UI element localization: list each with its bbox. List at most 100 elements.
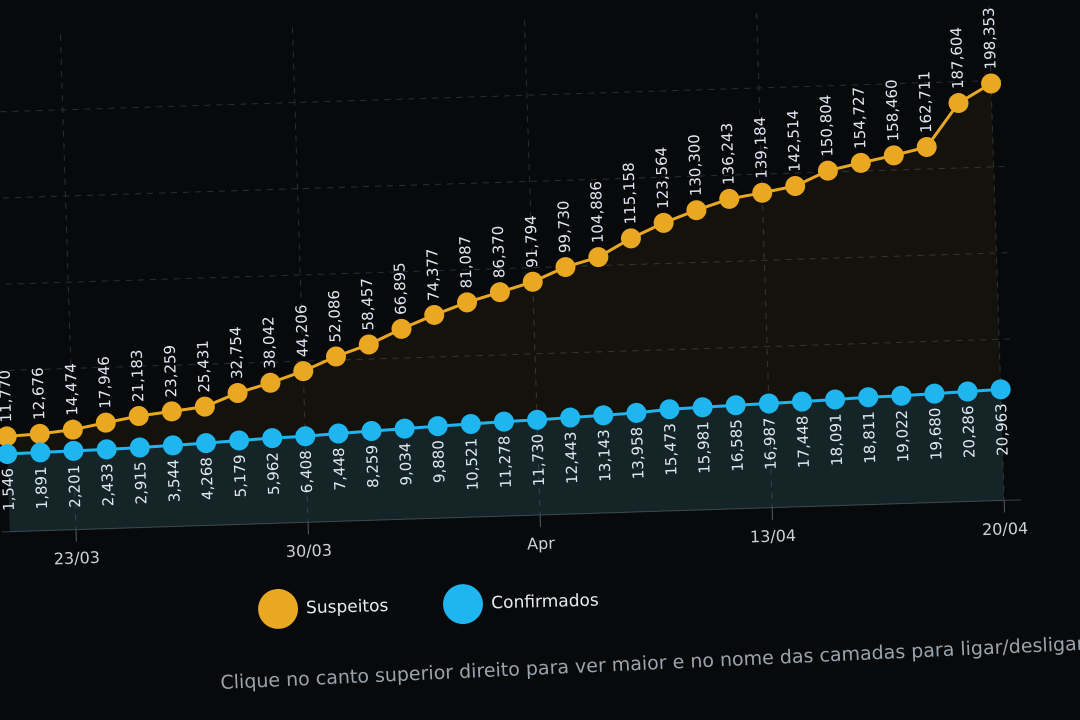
data-point[interactable] [916,137,937,158]
data-point[interactable] [161,401,183,422]
data-label: 5,962 [264,452,283,495]
data-point[interactable] [391,318,412,340]
data-point[interactable] [883,145,904,166]
data-point[interactable] [522,271,543,292]
data-point[interactable] [227,382,248,404]
data-label: 19,680 [926,407,946,460]
data-point[interactable] [195,433,217,454]
data-point[interactable] [262,428,283,449]
data-point[interactable] [29,423,50,445]
data-point[interactable] [825,389,846,410]
data-point[interactable] [328,423,349,444]
data-point[interactable] [229,430,250,451]
data-point[interactable] [555,257,576,278]
data-label: 13,143 [595,429,615,482]
data-point[interactable] [659,399,680,420]
grid-line-v [524,20,541,516]
data-label: 142,514 [784,110,804,173]
data-label: 16,987 [760,417,780,470]
data-point[interactable] [620,228,642,249]
data-point[interactable] [493,411,515,432]
data-label: 66,895 [390,262,410,315]
data-point[interactable] [457,292,478,313]
data-point[interactable] [129,437,150,458]
data-label: 115,158 [620,162,640,225]
data-point[interactable] [128,406,149,427]
data-point[interactable] [653,212,674,234]
data-label: 3,544 [164,459,183,502]
data-point[interactable] [424,304,445,326]
data-point[interactable] [858,387,879,408]
data-point[interactable] [358,334,379,355]
data-point[interactable] [460,414,482,435]
data-label: 9,034 [396,442,415,485]
data-label: 150,804 [817,94,837,157]
legend-item-suspeitos[interactable]: Suspeitos [257,586,389,630]
data-label: 20,286 [959,405,979,458]
data-point[interactable] [990,379,1011,400]
data-point[interactable] [785,176,806,197]
data-point[interactable] [626,402,647,424]
data-point[interactable] [948,93,969,114]
data-point[interactable] [791,391,813,412]
x-axis [1,499,1022,533]
data-point[interactable] [686,200,707,221]
data-point[interactable] [692,397,713,418]
data-point[interactable] [95,412,116,433]
data-point[interactable] [588,247,609,268]
data-point[interactable] [752,182,773,203]
data-label: 198,353 [980,7,1000,70]
data-label: 23,259 [161,345,181,398]
data-point[interactable] [0,426,17,447]
data-point[interactable] [0,444,18,465]
data-label: 6,408 [297,450,316,493]
data-point[interactable] [560,407,581,428]
data-point[interactable] [295,426,316,447]
data-point[interactable] [891,385,912,406]
data-point[interactable] [394,418,415,439]
data-point[interactable] [293,361,314,382]
data-label: 15,981 [694,421,714,474]
data-label: 1,891 [32,466,51,509]
data-point[interactable] [62,419,84,440]
data-label: 7,448 [330,447,349,490]
data-point[interactable] [63,440,84,462]
data-point[interactable] [593,405,614,426]
plot-area: 23/03 30/03 Apr 13/04 20/04 11,770 12,676 14,47… [0,5,1029,568]
data-point[interactable] [162,435,184,456]
data-point[interactable] [527,409,548,431]
data-point[interactable] [489,282,511,303]
data-label: 44,206 [292,304,312,357]
x-tick-label: 23/03 [54,548,101,568]
data-point[interactable] [850,152,872,174]
data-label: 86,370 [489,225,509,278]
data-label: 11,730 [529,434,549,487]
data-point[interactable] [427,416,448,437]
data-point[interactable] [194,396,216,417]
data-point[interactable] [30,442,51,463]
data-point[interactable] [758,393,780,414]
x-tick-label: 20/04 [982,519,1029,539]
data-point[interactable] [981,73,1002,94]
legend-item-confirmados[interactable]: Confirmados [442,581,599,625]
data-point[interactable] [957,381,978,402]
data-label: 139,184 [751,117,771,180]
data-point[interactable] [361,421,382,442]
data-point[interactable] [725,395,746,416]
data-label: 38,042 [259,316,279,369]
data-point[interactable] [719,188,740,210]
grid-line-h [0,79,1008,113]
data-label: 104,886 [587,181,607,244]
data-point[interactable] [326,346,347,367]
data-point[interactable] [924,383,945,404]
data-label: 99,730 [554,200,574,253]
data-label: 12,676 [29,367,49,420]
data-label: 11,770 [0,370,15,423]
data-label: 12,443 [562,431,582,484]
data-label: 5,179 [231,454,250,497]
data-point[interactable] [260,372,281,393]
data-point[interactable] [96,439,117,460]
data-label: 11,278 [495,435,515,488]
data-point[interactable] [817,160,839,181]
